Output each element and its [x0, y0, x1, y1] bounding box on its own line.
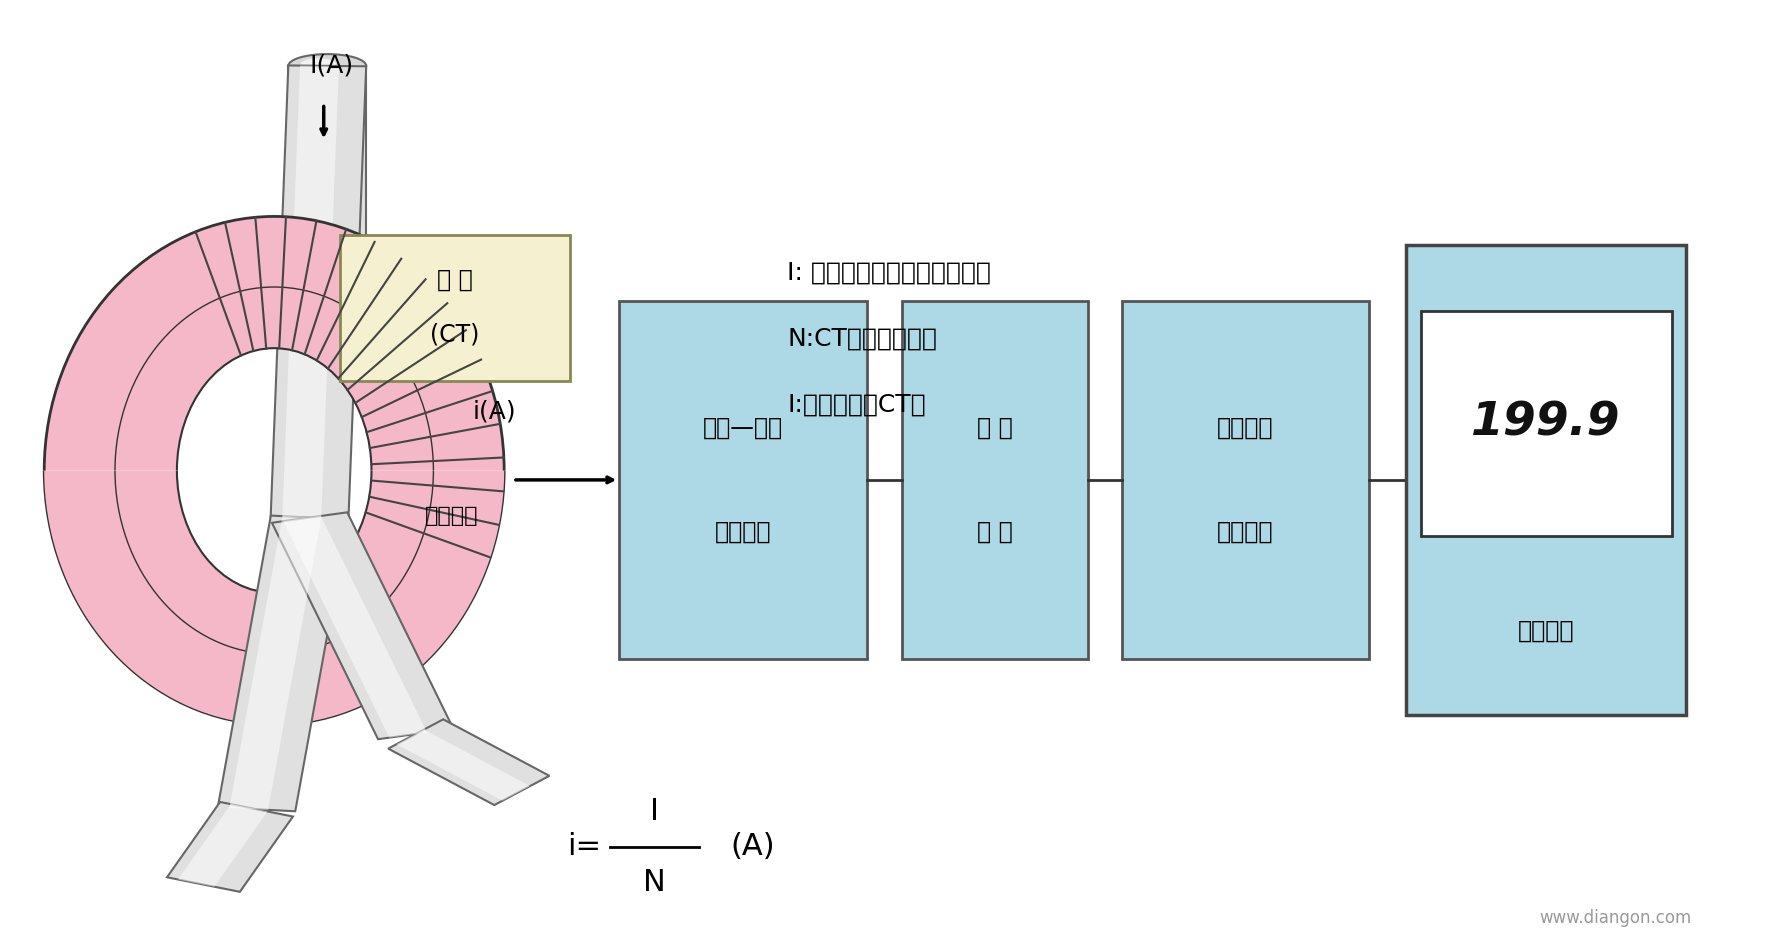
Polygon shape [179, 805, 267, 886]
Polygon shape [387, 719, 550, 805]
Text: I: 测试中的电流（主要电流）: I: 测试中的电流（主要电流） [787, 261, 991, 285]
Text: 转换电路: 转换电路 [1217, 519, 1274, 544]
Text: www.diangon.com: www.diangon.com [1539, 909, 1691, 927]
Text: 电流—电压: 电流—电压 [702, 416, 784, 440]
Text: I: I [649, 797, 660, 825]
Polygon shape [218, 516, 348, 811]
Polygon shape [44, 470, 504, 725]
Polygon shape [44, 216, 504, 470]
FancyBboxPatch shape [619, 301, 867, 659]
Text: 钓 头: 钓 头 [437, 268, 472, 292]
FancyBboxPatch shape [1122, 301, 1369, 659]
Polygon shape [271, 66, 366, 518]
Text: 显示数据: 显示数据 [1518, 618, 1574, 643]
Ellipse shape [288, 54, 366, 78]
Polygon shape [283, 516, 426, 738]
FancyBboxPatch shape [902, 301, 1088, 659]
Polygon shape [301, 66, 340, 376]
Text: 模拟信息: 模拟信息 [1217, 416, 1274, 440]
Text: (A): (A) [731, 833, 775, 861]
Text: N: N [644, 869, 665, 897]
FancyBboxPatch shape [1406, 245, 1686, 715]
FancyBboxPatch shape [1421, 311, 1672, 536]
FancyBboxPatch shape [340, 235, 570, 381]
Polygon shape [396, 729, 531, 801]
Text: N:CT上的线圈数量: N:CT上的线圈数量 [787, 327, 938, 351]
Ellipse shape [301, 58, 336, 70]
Polygon shape [166, 802, 294, 892]
Text: 线圈数量: 线圈数量 [425, 506, 478, 526]
Text: i=: i= [568, 833, 601, 861]
Polygon shape [272, 512, 453, 740]
Polygon shape [230, 517, 322, 810]
Polygon shape [288, 66, 366, 376]
Text: 修 正: 修 正 [976, 416, 1014, 440]
Text: I:次要电流（CT）: I:次要电流（CT） [787, 392, 925, 417]
Text: I(A): I(A) [310, 54, 354, 78]
Text: (CT): (CT) [430, 323, 479, 346]
Text: i(A): i(A) [472, 400, 517, 423]
Polygon shape [283, 66, 340, 518]
Text: 电 路: 电 路 [976, 519, 1014, 544]
Text: 199.9: 199.9 [1472, 401, 1620, 446]
Text: 转换电路: 转换电路 [715, 519, 771, 544]
